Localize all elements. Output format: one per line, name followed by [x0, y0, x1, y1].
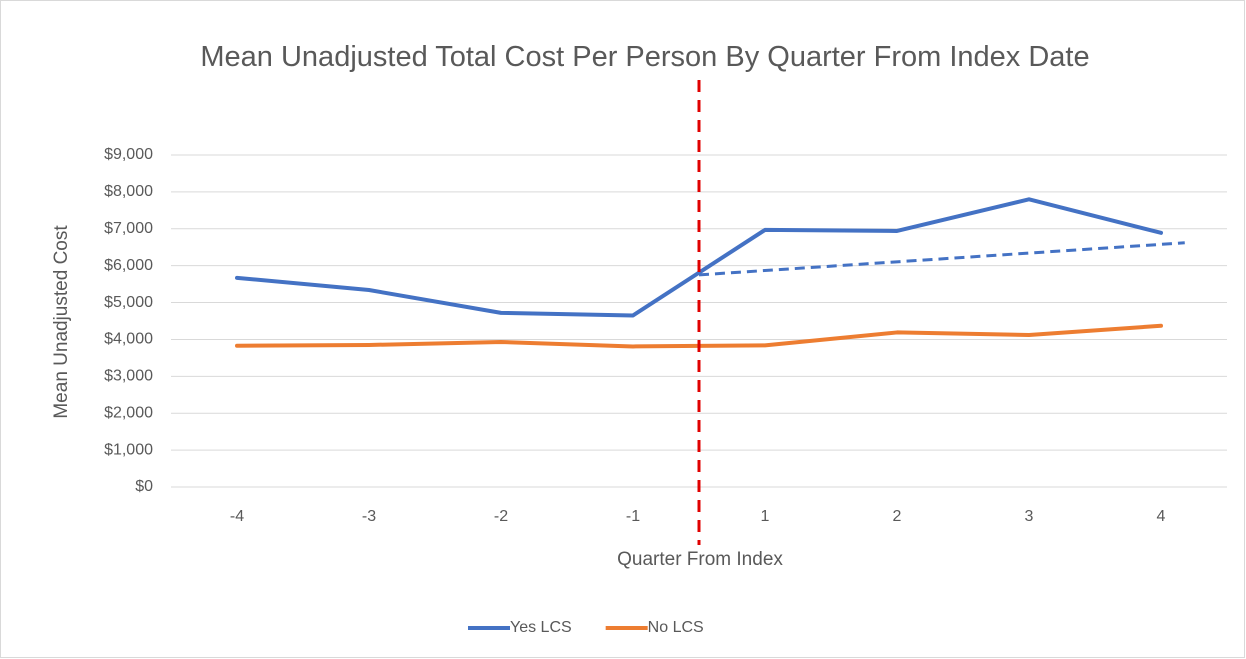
- legend-label: No LCS: [648, 619, 704, 636]
- x-tick-label: 1: [761, 508, 770, 525]
- legend-label: Yes LCS: [510, 619, 572, 636]
- y-tick-label: $3,000: [104, 368, 153, 385]
- x-tick-label: 3: [1025, 508, 1034, 525]
- y-axis-label: Mean Unadjusted Cost: [51, 225, 72, 419]
- y-tick-label: $9,000: [104, 146, 153, 163]
- x-tick-label: -4: [230, 508, 244, 525]
- x-tick-label: -3: [362, 508, 376, 525]
- y-tick-label: $7,000: [104, 220, 153, 237]
- y-tick-label: $6,000: [104, 257, 153, 274]
- x-axis-label: Quarter From Index: [617, 549, 783, 570]
- y-tick-label: $0: [135, 478, 153, 495]
- x-tick-label: 4: [1157, 508, 1166, 525]
- y-tick-label: $4,000: [104, 331, 153, 348]
- y-tick-label: $1,000: [104, 441, 153, 458]
- y-tick-label: $5,000: [104, 294, 153, 311]
- x-tick-label: -2: [494, 508, 508, 525]
- series-line: [235, 197, 1163, 318]
- y-tick-label: $8,000: [104, 183, 153, 200]
- x-tick-label: 2: [893, 508, 902, 525]
- trend-line: [698, 241, 1185, 277]
- y-tick-label: $2,000: [104, 404, 153, 421]
- chart-title: Mean Unadjusted Total Cost Per Person By…: [200, 41, 1090, 73]
- x-tick-label: -1: [626, 508, 640, 525]
